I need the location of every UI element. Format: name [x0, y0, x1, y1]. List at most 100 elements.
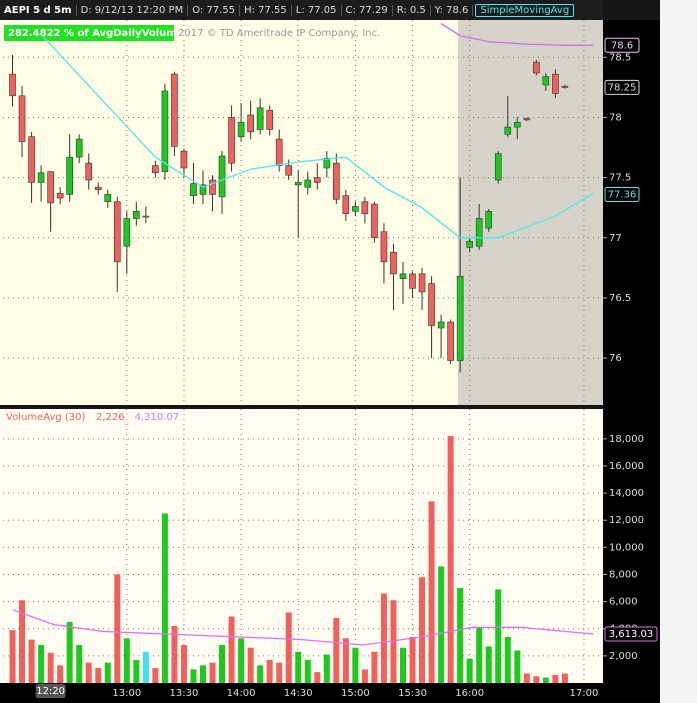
candle-body	[94, 186, 102, 190]
volume-bar	[152, 668, 159, 683]
badge-label: 77.36	[608, 189, 637, 200]
volume-bar	[333, 617, 340, 683]
header-bar: AEPI 5 d 5m D: 9/12/13 12:20 PM O: 77.55 H…	[0, 0, 603, 20]
candle-body	[18, 95, 26, 142]
volume-bar	[38, 645, 45, 683]
indicator-line	[12, 609, 594, 646]
volume-bar	[266, 659, 273, 683]
candle-body	[371, 203, 378, 239]
volume-bar	[457, 588, 464, 683]
badge-label: 78.6	[611, 40, 633, 51]
volume-bar	[361, 669, 368, 683]
volume-bar	[142, 651, 149, 683]
candle-body	[437, 321, 445, 329]
y-tick-label: 6,000	[609, 597, 638, 608]
symbol[interactable]: AEPI 5 d 5m	[0, 4, 77, 16]
candle-body	[352, 206, 359, 212]
y-tick-label: 14,000	[609, 488, 644, 499]
volume-bar	[323, 654, 330, 683]
volume-bar	[257, 665, 264, 683]
candle-body	[237, 121, 245, 138]
candle-body	[190, 183, 197, 196]
candle-body	[399, 273, 407, 279]
x-tick-label: 13:00	[112, 688, 141, 699]
volume-bar	[123, 638, 130, 683]
volume-bar	[304, 659, 311, 683]
candle-body	[342, 195, 350, 215]
volume-bar	[409, 636, 416, 683]
volume-bar	[9, 630, 16, 683]
volume-bar	[285, 612, 292, 683]
volume-bar	[438, 566, 445, 683]
candle-body	[75, 138, 83, 158]
volume-bar	[419, 577, 426, 683]
price-badge	[604, 186, 640, 202]
volume-bar	[47, 652, 54, 683]
y-tick-label: 18,000	[609, 434, 644, 445]
volume-bar	[428, 501, 435, 683]
x-tick-label: 13:30	[170, 688, 199, 699]
x-tick-label: 17:00	[570, 688, 599, 699]
y-tick-label: 10,000	[609, 542, 644, 553]
candle-body	[161, 90, 169, 172]
study-name: SimpleMovingAvg	[475, 3, 575, 17]
volume-bar	[504, 636, 511, 683]
candle-body	[85, 162, 93, 181]
volume-bar	[552, 674, 559, 683]
y-tick-label: 16,000	[609, 461, 644, 472]
copyright: 2017 © TD Ameritrade IP Company, Inc.	[178, 28, 380, 39]
volume-bar	[95, 668, 102, 683]
volume-bar	[466, 658, 473, 683]
header-field: R: 0.5	[393, 4, 431, 16]
y-tick-label: 77.5	[609, 173, 631, 184]
volume-bar	[447, 436, 454, 683]
candle-body	[228, 117, 235, 164]
volume-bar	[476, 627, 483, 683]
candle-body	[552, 73, 559, 94]
volume-bar	[57, 665, 64, 683]
after-hours-shade	[458, 20, 603, 405]
candle-body	[561, 85, 569, 88]
y-tick-label: 77	[609, 233, 622, 244]
volume-bar	[514, 650, 521, 683]
indicator-line	[440, 23, 594, 46]
volume-note-box	[4, 25, 174, 41]
volume-panel	[0, 409, 603, 683]
volume-bar	[76, 645, 83, 683]
header-field: D: 9/12/13 12:20 PM	[77, 4, 189, 16]
volume-cursor-value: 4,310.07	[135, 412, 180, 423]
volume-bar	[238, 638, 245, 683]
price-badge	[604, 37, 640, 53]
volume-bar	[171, 626, 178, 683]
candle-body	[485, 210, 493, 229]
candle-body	[533, 61, 540, 74]
candle-body	[523, 118, 531, 121]
volume-bar	[342, 638, 349, 683]
candle-body	[142, 215, 150, 218]
candle-body	[475, 218, 483, 247]
volume-bar	[209, 662, 216, 683]
x-tick-label: 14:00	[227, 688, 256, 699]
header-field: Y: 78.6	[431, 4, 474, 16]
volume-bar	[495, 589, 502, 683]
candle-body	[47, 171, 54, 204]
candle-body	[66, 156, 73, 195]
candle-body	[113, 201, 121, 263]
volume-bar	[28, 639, 35, 683]
candle-body	[380, 231, 388, 263]
volume-bar	[228, 616, 235, 683]
candle-body	[275, 138, 283, 166]
candle-body	[28, 136, 35, 183]
cursor-label: 12:20	[36, 686, 65, 697]
candle-body	[513, 121, 521, 128]
volume-bar	[190, 669, 197, 683]
volume-bar	[561, 673, 568, 683]
volume-bar	[295, 651, 302, 683]
volume-note: 282.4822 % of AvgDailyVolume	[8, 28, 184, 39]
x-tick-label: 15:00	[341, 688, 370, 699]
y-tick-label: 12,000	[609, 515, 644, 526]
volume-bar	[133, 659, 140, 683]
volume-bar	[523, 673, 530, 683]
candle-body	[390, 251, 397, 275]
candle-body	[447, 321, 454, 361]
